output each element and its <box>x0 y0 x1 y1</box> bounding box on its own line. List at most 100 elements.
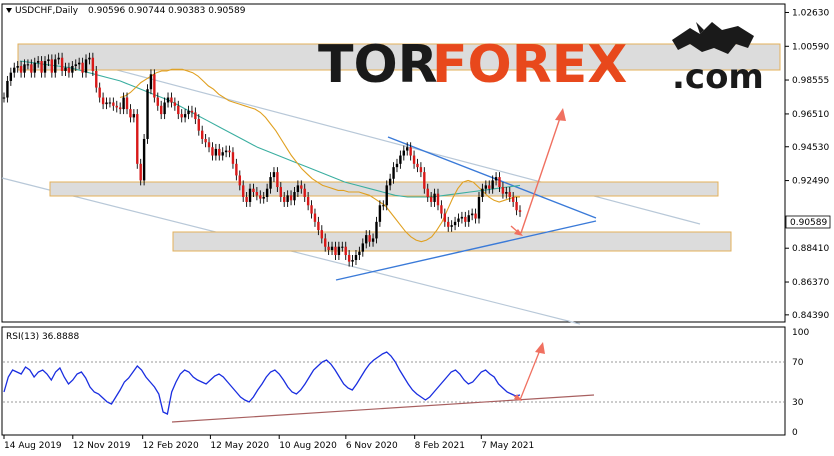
candle-body <box>197 119 200 131</box>
candle-body <box>402 150 406 156</box>
candle-body <box>183 114 187 118</box>
candle-body <box>228 150 231 153</box>
logo-text-forex: FOREX <box>432 35 627 95</box>
candle-body <box>23 64 26 73</box>
rsi-tick-label: 100 <box>792 328 809 338</box>
candle-body <box>136 114 139 164</box>
candle-body <box>518 210 522 212</box>
rsi-title: RSI(13) 36.8888 <box>6 332 79 342</box>
rsi-forecast-arrow-head <box>535 342 545 354</box>
candle-body <box>306 196 310 206</box>
candle-body <box>214 148 218 156</box>
support-zone <box>172 231 732 252</box>
candle-body <box>368 235 371 242</box>
candle-body <box>488 185 491 189</box>
time-axis: 14 Aug 2019 12 Nov 2019 12 Feb 2020 12 May … <box>3 435 534 451</box>
time-tick-label: 6 Nov 2020 <box>346 441 398 451</box>
moving-average-fast <box>119 68 520 243</box>
current-price-label: 0.90589 <box>790 218 827 228</box>
candle-body <box>511 196 515 202</box>
candle-body <box>286 195 289 202</box>
candle-body <box>378 205 382 222</box>
candle-body <box>262 196 265 199</box>
candle-body <box>324 238 327 247</box>
candle-body <box>354 255 358 260</box>
candle-body <box>385 185 388 206</box>
candle-body <box>235 163 238 176</box>
candle-body <box>501 187 505 194</box>
candle-body <box>341 246 344 248</box>
candle-body <box>375 221 378 239</box>
candle-body <box>433 193 436 202</box>
price-tick-label: 0.92490 <box>792 177 829 187</box>
candle-body <box>67 67 71 73</box>
candle-body <box>491 180 494 189</box>
candle-body <box>296 185 300 193</box>
candle-body <box>259 195 262 199</box>
candle-body <box>320 230 324 239</box>
candle-body <box>88 57 91 60</box>
candle-body <box>118 107 122 110</box>
candle-body <box>54 59 57 73</box>
candle-body <box>351 259 354 262</box>
candle-body <box>125 97 129 110</box>
candle-body <box>190 110 194 113</box>
candle-body <box>481 188 484 197</box>
candle-body <box>412 155 416 164</box>
candle-body <box>255 192 259 196</box>
candle-body <box>388 178 392 186</box>
logo-text-tor: TOR <box>318 35 438 95</box>
candle-body <box>173 102 177 106</box>
candle-body <box>50 59 54 73</box>
candle-body <box>36 61 40 63</box>
candle-body <box>477 196 481 219</box>
candle-body <box>77 62 81 65</box>
moving-average-slow <box>19 60 521 198</box>
candle-body <box>149 74 153 90</box>
candle-body <box>6 80 9 98</box>
candle-body <box>289 195 293 201</box>
candle-body <box>159 105 163 115</box>
candle-body <box>112 102 115 106</box>
candle-body <box>166 97 170 103</box>
price-candles <box>2 52 522 267</box>
candle-body <box>334 246 337 256</box>
candle-body <box>265 188 269 197</box>
time-tick-label: 12 Feb 2020 <box>143 441 199 451</box>
candle-body <box>347 255 351 262</box>
price-tick-label: 0.84390 <box>792 311 829 321</box>
rsi-tick-label: 0 <box>792 428 798 438</box>
candle-body <box>272 172 276 178</box>
candle-body <box>330 246 334 251</box>
candle-body <box>283 196 286 202</box>
candle-body <box>317 221 320 231</box>
candle-body <box>450 225 453 227</box>
candle-body <box>84 59 88 73</box>
candle-body <box>440 205 443 214</box>
candle-body <box>313 213 317 222</box>
time-tick-label: 10 Aug 2020 <box>279 441 337 451</box>
candle-body <box>337 246 341 256</box>
candle-body <box>460 216 464 219</box>
candle-body <box>13 67 16 73</box>
time-tick-label: 12 May 2020 <box>210 441 269 451</box>
candle-body <box>122 97 125 110</box>
rsi-forecast-arrow <box>519 349 541 401</box>
price-tick-label: 1.02630 <box>792 8 829 18</box>
candle-body <box>91 57 95 71</box>
resistance-zone <box>17 43 781 71</box>
candle-body <box>74 64 77 67</box>
candle-body <box>310 205 313 214</box>
candle-body <box>365 235 368 244</box>
candle-body <box>252 188 255 193</box>
candle-body <box>47 59 50 62</box>
candle-body <box>187 110 190 115</box>
dropdown-triangle-icon <box>6 8 12 13</box>
time-tick-label: 8 Feb 2021 <box>415 441 465 451</box>
candle-body <box>443 213 447 222</box>
candle-body <box>207 142 211 148</box>
torforex-logo: TOR FOREX .com <box>318 22 764 97</box>
candle-body <box>40 61 43 73</box>
forecast-arrow-line <box>520 117 561 234</box>
